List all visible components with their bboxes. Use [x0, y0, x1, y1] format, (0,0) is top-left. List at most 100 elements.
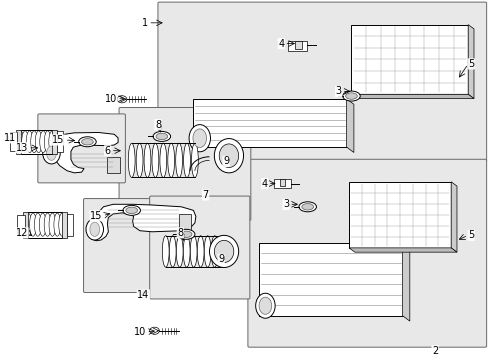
Text: 15: 15 [90, 211, 102, 221]
Ellipse shape [17, 131, 24, 153]
Text: 13: 13 [16, 143, 28, 153]
Ellipse shape [31, 131, 38, 153]
Ellipse shape [176, 236, 183, 267]
Ellipse shape [189, 125, 210, 152]
Text: 6: 6 [104, 146, 111, 156]
Ellipse shape [44, 213, 51, 236]
Bar [57, 131, 63, 152]
Polygon shape [402, 243, 409, 321]
Ellipse shape [42, 143, 60, 164]
Circle shape [149, 327, 159, 334]
Text: 3: 3 [335, 86, 341, 96]
Bar [52, 130, 57, 154]
Ellipse shape [21, 131, 28, 153]
Ellipse shape [345, 93, 357, 99]
Ellipse shape [219, 144, 238, 167]
Bar [62, 212, 67, 238]
Bar [23, 212, 28, 238]
FancyBboxPatch shape [149, 196, 249, 299]
Text: 9: 9 [223, 157, 228, 166]
Bar [351, 24, 467, 94]
Ellipse shape [167, 143, 174, 177]
Ellipse shape [191, 143, 198, 177]
Ellipse shape [59, 213, 65, 236]
Ellipse shape [122, 205, 140, 215]
FancyBboxPatch shape [38, 114, 125, 183]
Text: 15: 15 [52, 135, 64, 145]
Bar [10, 132, 17, 151]
Ellipse shape [26, 131, 33, 153]
Ellipse shape [193, 129, 206, 148]
Ellipse shape [86, 219, 103, 240]
Bar [67, 213, 73, 236]
Text: 4: 4 [278, 39, 284, 49]
Text: 11: 11 [4, 133, 16, 143]
Ellipse shape [90, 222, 100, 237]
Bar [16, 130, 20, 154]
Ellipse shape [144, 143, 151, 177]
Bar [348, 182, 450, 248]
Ellipse shape [25, 213, 31, 236]
Bar [18, 215, 25, 235]
Ellipse shape [136, 143, 142, 177]
Ellipse shape [301, 203, 313, 210]
Circle shape [117, 96, 126, 103]
Polygon shape [20, 130, 52, 154]
Text: 5: 5 [467, 59, 473, 69]
Polygon shape [351, 94, 473, 99]
Ellipse shape [183, 143, 190, 177]
Ellipse shape [128, 143, 135, 177]
Bar [287, 41, 306, 51]
Ellipse shape [180, 231, 192, 238]
Ellipse shape [342, 91, 360, 101]
Ellipse shape [298, 202, 316, 212]
Ellipse shape [40, 131, 46, 153]
Ellipse shape [35, 131, 42, 153]
Ellipse shape [44, 131, 51, 153]
Ellipse shape [152, 143, 159, 177]
Text: 10: 10 [104, 94, 117, 104]
Bar [259, 243, 402, 316]
Ellipse shape [197, 236, 203, 267]
Ellipse shape [214, 240, 233, 262]
Text: 2: 2 [431, 346, 437, 356]
Polygon shape [467, 24, 473, 99]
Ellipse shape [169, 236, 176, 267]
Polygon shape [348, 248, 456, 252]
Ellipse shape [259, 297, 271, 314]
Polygon shape [346, 99, 353, 153]
Ellipse shape [156, 133, 167, 140]
Ellipse shape [209, 235, 238, 267]
Ellipse shape [39, 213, 46, 236]
Polygon shape [90, 204, 196, 241]
Ellipse shape [218, 236, 224, 267]
Text: 3: 3 [283, 199, 288, 209]
Ellipse shape [125, 207, 137, 213]
Ellipse shape [30, 213, 36, 236]
Polygon shape [50, 132, 118, 173]
Ellipse shape [162, 236, 169, 267]
Text: 4: 4 [261, 179, 267, 189]
FancyBboxPatch shape [158, 2, 486, 161]
Text: 7: 7 [202, 190, 208, 200]
Ellipse shape [49, 213, 56, 236]
FancyBboxPatch shape [247, 159, 486, 347]
Text: 5: 5 [467, 230, 473, 240]
Text: 14: 14 [137, 290, 149, 300]
Ellipse shape [49, 131, 56, 153]
Ellipse shape [211, 236, 218, 267]
Ellipse shape [46, 146, 56, 160]
Ellipse shape [214, 139, 243, 173]
FancyBboxPatch shape [119, 108, 250, 220]
Ellipse shape [81, 139, 93, 145]
Polygon shape [450, 182, 456, 252]
Ellipse shape [204, 236, 211, 267]
Ellipse shape [54, 213, 61, 236]
Ellipse shape [190, 236, 197, 267]
Bar [294, 41, 301, 49]
Polygon shape [28, 212, 62, 238]
Bar [107, 157, 119, 173]
Text: 10: 10 [134, 327, 146, 337]
Bar [279, 179, 285, 186]
Bar [273, 179, 290, 188]
